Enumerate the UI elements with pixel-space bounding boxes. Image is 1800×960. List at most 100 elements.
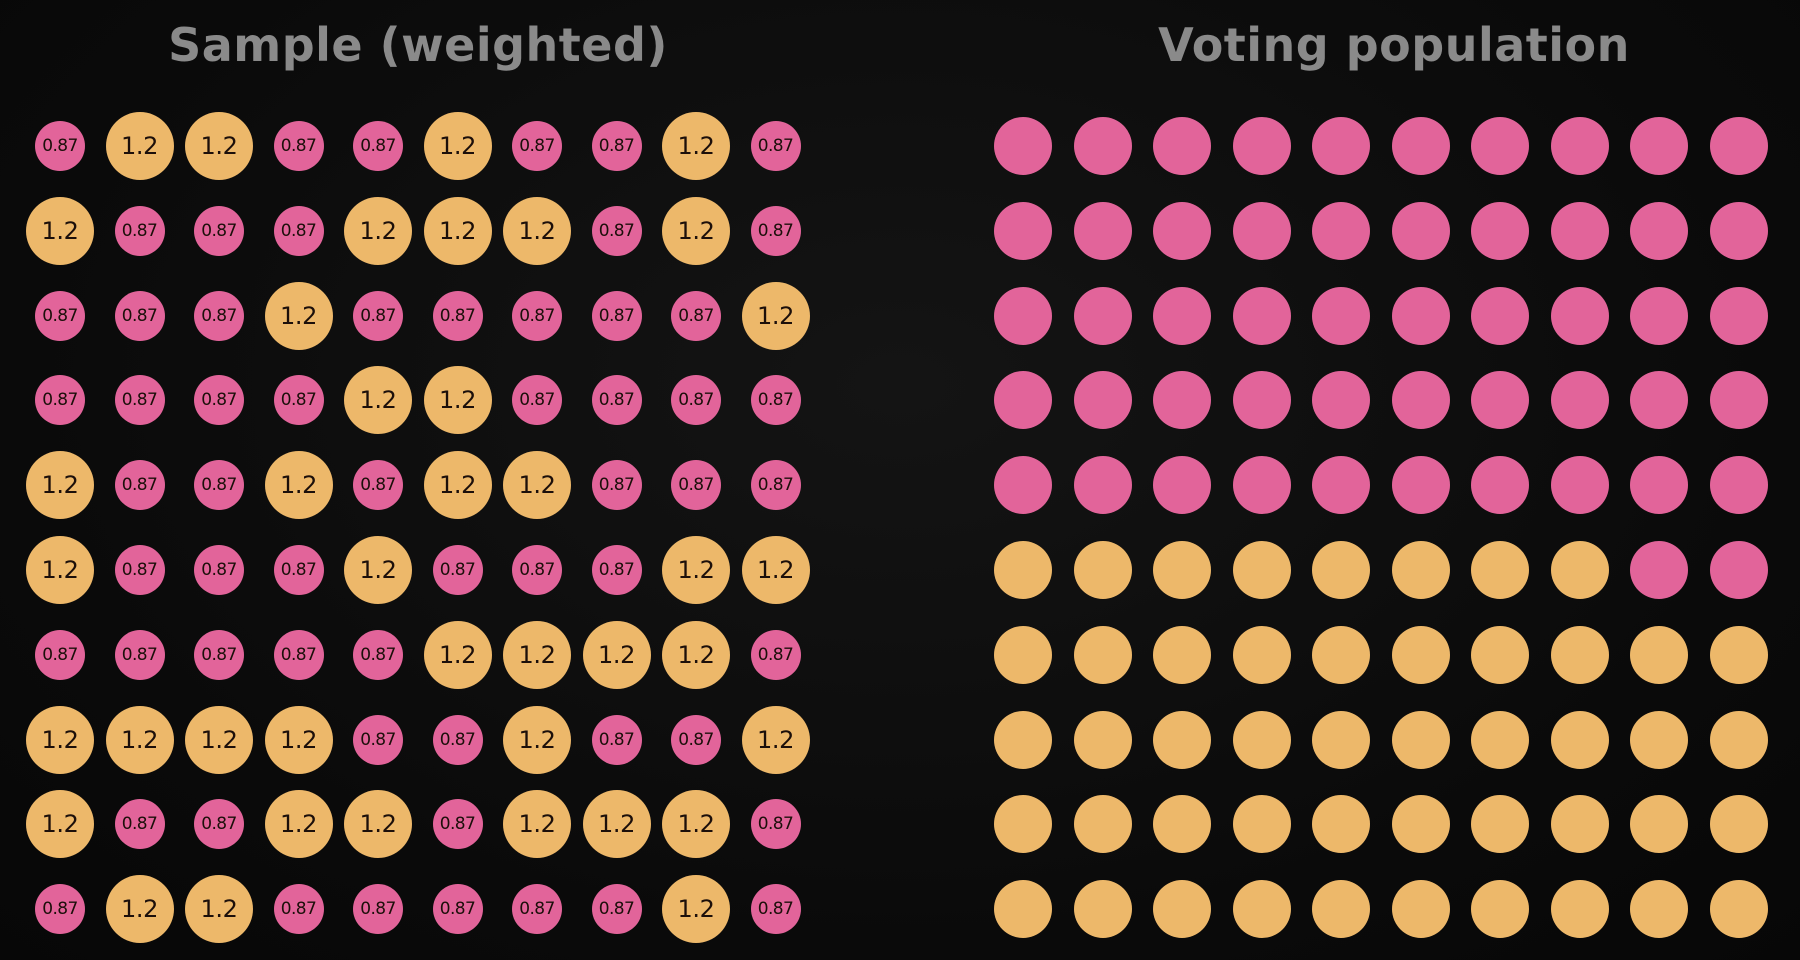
population-pink-dot <box>1630 541 1688 599</box>
sample-pink-dot: 0.87 <box>114 545 165 595</box>
population-pink-dot <box>1312 456 1370 515</box>
population-pink-dot <box>1550 456 1609 515</box>
sample-orange-dot: 1.2 <box>423 620 492 689</box>
population-pink-dot <box>1471 456 1529 515</box>
sample-pink-dot: 0.87 <box>671 460 721 511</box>
sample-pink-dot: 0.87 <box>35 375 85 426</box>
population-orange-dot <box>1630 710 1688 769</box>
sample-orange-dot: 1.2 <box>582 620 651 689</box>
sample-orange-dot: 1.2 <box>423 451 492 520</box>
sample-orange-dot: 1.2 <box>503 451 571 520</box>
population-orange-dot <box>1312 541 1370 599</box>
population-orange-dot <box>994 625 1052 684</box>
sample-pink-dot: 0.87 <box>353 460 403 511</box>
sample-pink-dot: 0.87 <box>35 629 85 680</box>
sample-pink-dot: 0.87 <box>194 799 244 850</box>
population-pink-dot <box>1630 117 1688 175</box>
population-pink-dot <box>1391 286 1450 345</box>
population-pink-dot <box>1709 117 1768 175</box>
sample-orange-dot: 1.2 <box>662 875 730 944</box>
sample-orange-dot: 1.2 <box>185 705 253 774</box>
sample-pink-dot: 0.87 <box>591 545 642 595</box>
sample-pink-dot: 0.87 <box>671 290 721 341</box>
sample-orange-dot: 1.2 <box>344 366 412 435</box>
population-orange-dot <box>1550 795 1609 854</box>
sample-pink-dot: 0.87 <box>273 121 324 171</box>
population-orange-dot <box>1153 880 1211 939</box>
sample-orange-dot: 1.2 <box>264 705 333 774</box>
sample-orange-dot: 1.2 <box>105 705 174 774</box>
sample-orange-dot: 1.2 <box>741 281 810 350</box>
sample-pink-dot: 0.87 <box>273 884 324 935</box>
sample-pink-dot: 0.87 <box>671 714 721 765</box>
sample-pink-dot: 0.87 <box>273 545 324 595</box>
sample-pink-dot: 0.87 <box>35 884 85 935</box>
population-orange-dot <box>1471 710 1529 769</box>
population-pink-dot <box>1232 371 1291 430</box>
population-orange-dot <box>1391 625 1450 684</box>
sample-orange-dot: 1.2 <box>741 705 810 774</box>
population-pink-dot <box>1709 286 1768 345</box>
sample-orange-dot: 1.2 <box>423 112 492 180</box>
population-pink-dot <box>1232 286 1291 345</box>
population-orange-dot <box>1471 541 1529 599</box>
sample-pink-dot: 0.87 <box>35 121 85 171</box>
population-orange-dot <box>1153 795 1211 854</box>
population-pink-dot <box>1471 117 1529 175</box>
sample-pink-dot: 0.87 <box>353 290 403 341</box>
population-pink-dot <box>994 117 1052 175</box>
sample-pink-dot: 0.87 <box>194 205 244 256</box>
sample-pink-dot: 0.87 <box>194 545 244 595</box>
population-pink-dot <box>1153 201 1211 260</box>
sample-orange-dot: 1.2 <box>264 790 333 859</box>
population-orange-dot <box>1471 880 1529 939</box>
sample-pink-dot: 0.87 <box>432 884 483 935</box>
sample-pink-dot: 0.87 <box>194 375 244 426</box>
population-orange-dot <box>1630 795 1688 854</box>
sample-pink-dot: 0.87 <box>512 121 562 171</box>
sample-pink-dot: 0.87 <box>750 460 801 511</box>
population-orange-dot <box>1073 795 1132 854</box>
sample-orange-dot: 1.2 <box>423 196 492 265</box>
population-pink-dot <box>1312 371 1370 430</box>
population-pink-dot <box>1232 201 1291 260</box>
sample-pink-dot: 0.87 <box>591 290 642 341</box>
sample-pink-dot: 0.87 <box>750 629 801 680</box>
sample-pink-dot: 0.87 <box>591 714 642 765</box>
population-pink-dot <box>1391 371 1450 430</box>
population-orange-dot <box>994 795 1052 854</box>
sample-orange-dot: 1.2 <box>662 112 730 180</box>
population-orange-dot <box>1391 795 1450 854</box>
sample-orange-dot: 1.2 <box>662 620 730 689</box>
population-pink-dot <box>1471 371 1529 430</box>
population-pink-dot <box>1232 456 1291 515</box>
population-pink-dot <box>1550 117 1609 175</box>
population-pink-dot <box>1073 201 1132 260</box>
sample-pink-dot: 0.87 <box>273 205 324 256</box>
population-orange-dot <box>1391 541 1450 599</box>
population-orange-dot <box>1232 541 1291 599</box>
sample-pink-dot: 0.87 <box>273 629 324 680</box>
population-pink-dot <box>1550 286 1609 345</box>
population-pink-dot <box>1391 456 1450 515</box>
population-orange-dot <box>1312 625 1370 684</box>
population-orange-dot <box>1391 710 1450 769</box>
population-pink-dot <box>1073 117 1132 175</box>
sample-pink-dot: 0.87 <box>353 629 403 680</box>
sample-orange-dot: 1.2 <box>105 875 174 944</box>
sample-pink-dot: 0.87 <box>114 799 165 850</box>
sample-pink-dot: 0.87 <box>353 714 403 765</box>
population-pink-dot <box>994 286 1052 345</box>
population-orange-dot <box>1232 880 1291 939</box>
sample-pink-dot: 0.87 <box>512 545 562 595</box>
sample-orange-dot: 1.2 <box>26 705 94 774</box>
population-pink-dot <box>1153 456 1211 515</box>
sample-orange-dot: 1.2 <box>26 536 94 604</box>
sample-orange-dot: 1.2 <box>423 366 492 435</box>
population-orange-dot <box>1550 880 1609 939</box>
sample-orange-dot: 1.2 <box>582 790 651 859</box>
population-orange-dot <box>1153 710 1211 769</box>
population-orange-dot <box>1073 710 1132 769</box>
sample-pink-dot: 0.87 <box>432 799 483 850</box>
